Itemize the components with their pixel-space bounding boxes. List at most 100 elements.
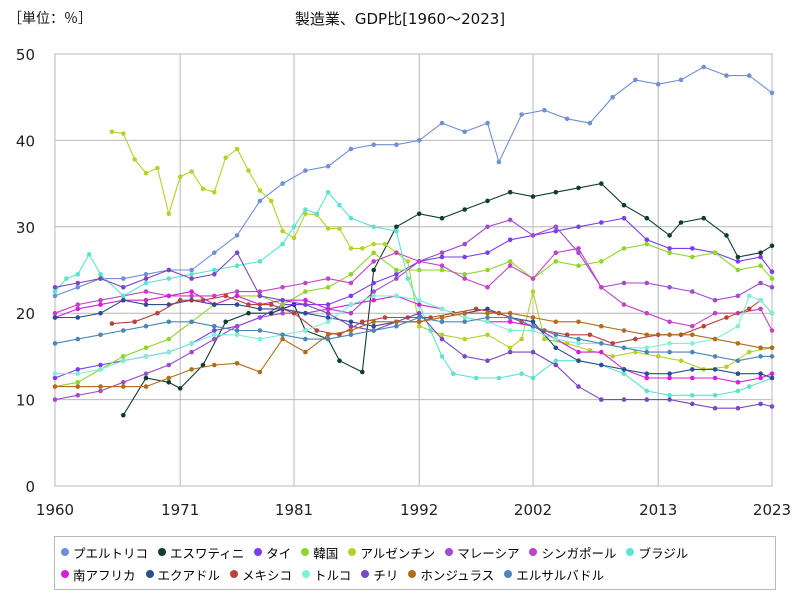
data-point: [735, 293, 741, 299]
data-point: [75, 285, 81, 290]
data-point: [485, 306, 490, 312]
data-point: [599, 285, 604, 290]
data-point: [690, 341, 695, 346]
legend-item: 韓国: [301, 543, 338, 562]
data-point: [371, 267, 377, 273]
data-point: [337, 202, 342, 208]
legend-label: メキシコ: [242, 567, 293, 583]
data-point: [667, 233, 672, 238]
data-point: [416, 211, 422, 217]
data-point: [98, 272, 103, 277]
data-point: [507, 345, 513, 351]
data-point: [416, 323, 422, 329]
data-point: [416, 315, 422, 320]
data-point: [200, 186, 206, 192]
data-point: [325, 285, 331, 290]
data-point: [121, 131, 126, 136]
data-point: [52, 384, 58, 389]
data-point: [462, 310, 468, 316]
data-point: [485, 224, 490, 230]
data-point: [405, 276, 411, 281]
data-point: [462, 241, 468, 247]
data-point: [166, 362, 172, 368]
data-point: [132, 319, 137, 325]
data-point: [212, 189, 217, 195]
data-point: [769, 276, 775, 281]
data-point: [325, 336, 331, 342]
data-point: [507, 237, 513, 243]
legend-item: 南アフリカ: [61, 565, 136, 584]
data-point: [155, 165, 160, 171]
data-point: [542, 107, 547, 113]
data-point: [758, 375, 763, 381]
data-point: [416, 267, 422, 273]
data-point: [143, 272, 149, 277]
data-point: [485, 198, 490, 204]
data-point: [416, 319, 422, 325]
data-point: [530, 323, 536, 329]
data-point: [246, 302, 251, 307]
data-point: [462, 207, 468, 212]
data-point: [212, 267, 217, 273]
data-point: [644, 345, 650, 351]
data-point: [667, 393, 672, 398]
data-point: [371, 142, 377, 147]
data-point: [200, 362, 206, 368]
data-point: [52, 397, 58, 402]
data-point: [621, 328, 627, 333]
data-point: [758, 354, 763, 359]
legend-label: トルコ: [314, 567, 352, 583]
data-point: [576, 263, 581, 269]
data-point: [621, 345, 627, 351]
data-point: [553, 319, 559, 325]
data-point: [348, 293, 354, 299]
chart-title: 製造業、GDP比[1960～2023]: [294, 10, 506, 28]
data-point: [530, 315, 536, 320]
data-point: [166, 349, 172, 355]
data-point: [303, 297, 308, 303]
data-point: [98, 384, 103, 389]
data-point: [212, 328, 217, 333]
data-point: [667, 285, 672, 290]
data-point: [257, 315, 263, 320]
legend-label: 南アフリカ: [73, 567, 136, 583]
data-point: [644, 280, 650, 286]
data-point: [530, 289, 536, 294]
data-point: [564, 116, 570, 122]
data-point: [553, 259, 559, 264]
data-point: [280, 241, 285, 247]
data-point: [735, 259, 741, 264]
data-point: [75, 380, 81, 385]
data-point: [769, 310, 775, 316]
data-point: [348, 246, 354, 251]
series-line: [55, 295, 773, 375]
data-point: [439, 332, 445, 338]
data-point: [439, 215, 445, 221]
data-point: [576, 358, 581, 364]
data-point: [337, 358, 342, 364]
data-point: [86, 252, 92, 257]
data-point: [416, 259, 422, 264]
data-point: [485, 319, 490, 325]
data-point: [667, 349, 672, 355]
data-point: [746, 73, 752, 78]
data-point: [348, 280, 354, 286]
data-point: [257, 198, 263, 204]
data-point: [223, 319, 228, 325]
data-point: [166, 375, 172, 381]
data-point: [371, 259, 377, 264]
data-point: [439, 250, 445, 255]
data-point: [519, 371, 524, 377]
data-point: [758, 297, 763, 303]
data-point: [621, 246, 627, 251]
data-point: [599, 323, 604, 329]
data-point: [382, 315, 388, 320]
data-point: [280, 181, 285, 186]
data-point: [212, 323, 217, 329]
data-point: [325, 164, 331, 169]
data-point: [690, 254, 695, 260]
data-point: [678, 220, 684, 225]
data-point: [348, 319, 354, 325]
data-point: [177, 297, 183, 303]
data-point: [109, 321, 115, 326]
